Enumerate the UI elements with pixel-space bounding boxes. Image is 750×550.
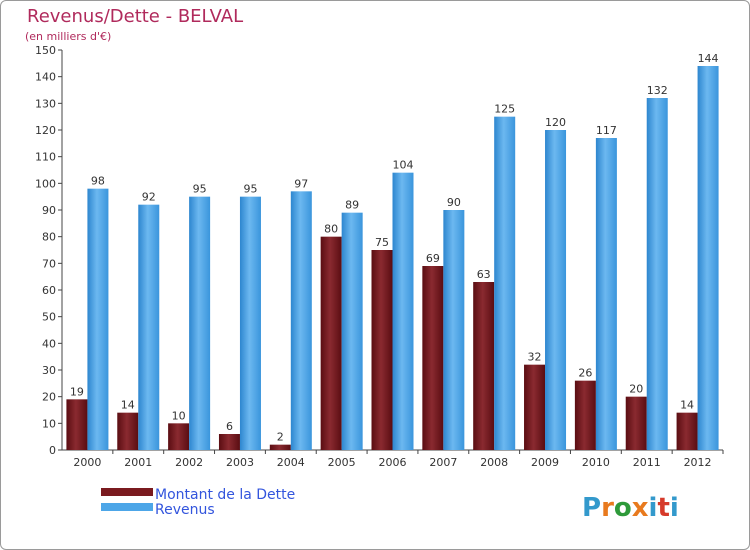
bar-dette (625, 396, 647, 450)
x-tick-label: 2009 (531, 456, 559, 469)
data-label-dette: 32 (528, 351, 542, 364)
logo-letter: i (649, 493, 658, 523)
logo-text: Proxiti (582, 493, 679, 523)
bar-revenus (290, 191, 312, 451)
y-tick-label: 110 (35, 151, 56, 164)
data-label-revenus: 95 (243, 183, 257, 196)
bar-dette (320, 236, 342, 450)
bar-dette (524, 364, 546, 450)
x-tick-label: 2004 (277, 456, 305, 469)
y-tick-label: 60 (42, 284, 56, 297)
data-label-revenus: 98 (91, 175, 105, 188)
bar-dette (574, 380, 596, 450)
bar-revenus (697, 66, 719, 450)
bar-dette (676, 412, 698, 450)
data-label-dette: 26 (578, 367, 592, 380)
data-label-dette: 19 (70, 385, 84, 398)
legend-label-revenus: Revenus (155, 502, 215, 518)
y-tick-label: 150 (35, 44, 56, 57)
data-label-dette: 80 (324, 223, 338, 236)
bar-revenus (595, 138, 617, 450)
logo-letter: P (582, 493, 601, 523)
data-label-revenus: 92 (142, 191, 156, 204)
data-label-revenus: 144 (698, 52, 719, 65)
data-label-dette: 63 (477, 268, 491, 281)
data-label-revenus: 120 (545, 116, 566, 129)
bar-dette (422, 266, 444, 450)
bar-revenus (341, 212, 363, 450)
x-tick-label: 2000 (73, 456, 101, 469)
x-tick-label: 2012 (684, 456, 712, 469)
data-label-revenus: 104 (393, 159, 414, 172)
y-tick-label: 30 (42, 364, 56, 377)
proxiti-logo: Proxiti (582, 493, 679, 523)
bar-dette (371, 250, 393, 450)
data-label-dette: 6 (226, 420, 233, 433)
bar-dette (218, 434, 240, 450)
x-tick-label: 2006 (379, 456, 407, 469)
bar-revenus (545, 130, 567, 450)
data-label-revenus: 95 (193, 183, 207, 196)
bar-revenus (646, 98, 668, 450)
y-tick-label: 10 (42, 417, 56, 430)
y-tick-label: 20 (42, 391, 56, 404)
bar-dette (66, 399, 88, 450)
bar-revenus (87, 188, 109, 450)
bar-dette (269, 444, 291, 450)
x-tick-label: 2002 (175, 456, 203, 469)
y-tick-label: 70 (42, 257, 56, 270)
logo-letter: t (657, 493, 669, 523)
legend: Montant de la Dette Revenus (101, 487, 295, 518)
data-label-dette: 10 (172, 409, 186, 422)
data-label-revenus: 132 (647, 84, 668, 97)
x-tick-label: 2010 (582, 456, 610, 469)
y-tick-label: 130 (35, 97, 56, 110)
data-label-revenus: 117 (596, 124, 617, 137)
data-label-dette: 14 (121, 399, 135, 412)
data-label-dette: 14 (680, 399, 694, 412)
y-tick-label: 40 (42, 337, 56, 350)
data-label-dette: 20 (629, 383, 643, 396)
bar-revenus (138, 204, 160, 450)
data-label-dette: 75 (375, 236, 389, 249)
x-tick-label: 2008 (480, 456, 508, 469)
chart-subtitle: (en milliers d'€) (25, 30, 111, 43)
data-label-revenus: 125 (494, 103, 515, 116)
x-tick-label: 2001 (124, 456, 152, 469)
bar-revenus (189, 196, 211, 450)
bar-dette (168, 423, 190, 450)
x-tick-label: 2003 (226, 456, 254, 469)
data-label-revenus: 97 (294, 177, 308, 190)
x-tick-label: 2011 (633, 456, 661, 469)
y-tick-label: 90 (42, 204, 56, 217)
chart-title: Revenus/Dette - BELVAL (27, 6, 243, 27)
bar-revenus (443, 210, 465, 450)
y-tick-label: 80 (42, 231, 56, 244)
y-tick-label: 50 (42, 311, 56, 324)
y-tick-label: 120 (35, 124, 56, 137)
logo-letter: o (614, 493, 632, 523)
data-label-revenus: 89 (345, 199, 359, 212)
logo-letter: i (670, 493, 679, 523)
x-tick-label: 2005 (328, 456, 356, 469)
bar-dette (473, 282, 495, 450)
bar-dette (117, 412, 139, 450)
legend-swatch-revenus (101, 503, 153, 511)
legend-swatch-dette (101, 488, 153, 496)
legend-label-dette: Montant de la Dette (155, 487, 295, 503)
data-label-revenus: 90 (447, 196, 461, 209)
bar-revenus (239, 196, 261, 450)
y-tick-label: 0 (49, 444, 56, 457)
data-label-dette: 69 (426, 252, 440, 265)
y-tick-label: 100 (35, 177, 56, 190)
x-tick-label: 2007 (429, 456, 457, 469)
bar-revenus (494, 116, 516, 451)
bar-revenus (392, 172, 414, 450)
logo-letter: r (601, 493, 614, 523)
y-tick-label: 140 (35, 71, 56, 84)
logo-letter: x (632, 493, 649, 523)
data-label-dette: 2 (277, 431, 284, 444)
